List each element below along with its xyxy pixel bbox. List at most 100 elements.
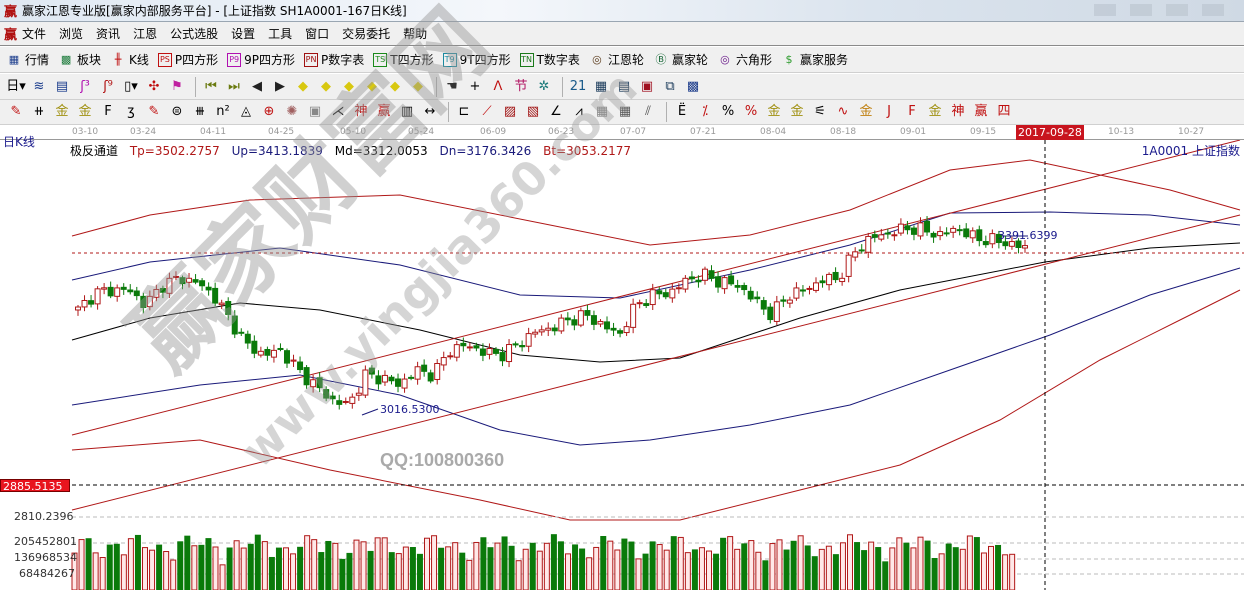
gold-line-icon[interactable]: 金 xyxy=(55,104,69,119)
maximize-button[interactable] xyxy=(1130,4,1152,16)
kline-chart[interactable] xyxy=(0,140,1244,590)
save-icon[interactable]: ▣ xyxy=(640,78,654,94)
line-tool-icon[interactable]: ᐱ xyxy=(493,78,503,94)
percent-line-icon[interactable]: ⁒ xyxy=(702,104,708,119)
toolbar-button-t9[interactable]: T9 9T四方形 xyxy=(442,51,511,68)
toolbar-button-ts[interactable]: TS T四方形 xyxy=(373,51,434,68)
toolbar-button-tn[interactable]: TN T数字表 xyxy=(519,51,580,68)
toolbar-button-kline[interactable]: ╫ K线 xyxy=(110,51,149,68)
shen-angle-icon[interactable]: 神 xyxy=(951,104,965,119)
fib-icon[interactable]: F xyxy=(104,104,112,119)
j-angle-icon[interactable]: J xyxy=(887,104,891,119)
toolbar-button-big-wheel[interactable]: Ⓑ 赢家轮 xyxy=(653,51,708,68)
diamond-zoom-icon[interactable]: ◆ xyxy=(390,78,400,94)
menu-item[interactable]: 工具 xyxy=(268,27,293,41)
step9-icon[interactable]: ʃ⁹ xyxy=(103,78,113,94)
menu-item[interactable]: 资讯 xyxy=(96,27,121,41)
zigzag-icon[interactable]: ⩘ xyxy=(575,104,583,119)
menu-item[interactable]: 文件 xyxy=(22,27,47,41)
menu-item[interactable]: 设置 xyxy=(231,27,256,41)
triangle-icon[interactable]: ◬ xyxy=(241,104,251,119)
angle-lines-icon[interactable]: ⋌ xyxy=(331,104,345,119)
toolbar-button-dollar[interactable]: $ 赢家服务 xyxy=(781,51,848,68)
shen-icon[interactable]: 神 xyxy=(354,104,368,119)
ruler-123-icon[interactable]: ▥ xyxy=(400,104,414,119)
calendar-icon[interactable]: 21 xyxy=(569,78,587,94)
grid2-icon[interactable]: ▦ xyxy=(618,104,632,119)
flag-icon[interactable]: ⚑ xyxy=(171,78,183,94)
network-icon[interactable]: ⧉ xyxy=(665,78,675,94)
angle-icon[interactable]: ∠ xyxy=(550,104,562,119)
left-arrow-icon[interactable]: ◀ xyxy=(252,78,262,94)
percent-lines-icon[interactable]: % xyxy=(744,104,758,119)
fan-box-icon[interactable]: ▨ xyxy=(503,104,517,119)
chart-style-icon[interactable]: ≋ xyxy=(33,78,45,94)
notebook-icon[interactable]: ▤ xyxy=(617,78,631,94)
calculator-icon[interactable]: ▦ xyxy=(594,78,608,94)
map-icon[interactable]: ✣ xyxy=(148,78,160,94)
fan-box2-icon[interactable]: ▧ xyxy=(526,104,540,119)
multi-lines-icon[interactable]: ⫽ xyxy=(645,104,651,119)
toolbar-button-p9[interactable]: P9 9P四方形 xyxy=(227,51,295,68)
fan-icon[interactable]: ⟋ xyxy=(482,104,492,119)
four-angle-icon[interactable]: 四 xyxy=(997,104,1011,119)
percent-icon[interactable]: % xyxy=(721,104,735,119)
period-day-icon[interactable]: 日▾ xyxy=(6,78,26,94)
crosshair-icon[interactable]: + xyxy=(469,78,481,94)
ying-icon[interactable]: 赢 xyxy=(377,104,391,119)
menu-item[interactable]: 交易委托 xyxy=(342,27,391,41)
diamond-shrink-icon[interactable]: ◆ xyxy=(367,78,377,94)
step3-icon[interactable]: ʃ³ xyxy=(80,78,90,94)
spiral-icon[interactable]: ʒ xyxy=(127,104,135,119)
toolbar-button-gann-wheel[interactable]: ◎ 江恩轮 xyxy=(589,51,644,68)
minimize-button[interactable] xyxy=(1094,4,1116,16)
gold-circle-icon[interactable]: 金 xyxy=(767,104,781,119)
toolbar-button-pn[interactable]: PN P数字表 xyxy=(304,51,364,68)
gold-line2-icon[interactable]: 金 xyxy=(78,104,92,119)
gold-lines-icon[interactable]: 金 xyxy=(790,104,804,119)
toolbar-button-ps[interactable]: PS P四方形 xyxy=(157,51,218,68)
ying-angle-icon[interactable]: 赢 xyxy=(974,104,988,119)
menu-item[interactable]: 浏览 xyxy=(59,27,84,41)
f-angle-icon[interactable]: F xyxy=(908,104,916,119)
circle-ruler-icon[interactable]: ⊜ xyxy=(171,104,183,119)
diamond-expand-icon[interactable]: ◆ xyxy=(344,78,354,94)
gold-angle-icon[interactable]: 金 xyxy=(928,104,942,119)
measure-icon[interactable]: ↔ xyxy=(424,104,436,119)
restore-button[interactable] xyxy=(1166,4,1188,16)
pen-ruler-icon[interactable]: ✎ xyxy=(148,104,160,119)
menu-item[interactable]: 公式选股 xyxy=(170,27,219,41)
menu-item[interactable]: 帮助 xyxy=(403,27,428,41)
hand-icon[interactable]: ☚ xyxy=(446,78,458,94)
n-square-icon[interactable]: n² xyxy=(216,104,230,119)
festival-icon[interactable]: 节 xyxy=(514,78,528,94)
speaker-icon[interactable]: ⚟ xyxy=(814,104,826,119)
menu-item[interactable]: 窗口 xyxy=(305,27,330,41)
target-icon[interactable]: ⊕ xyxy=(263,104,275,119)
diamond-updown-icon[interactable]: ◆ xyxy=(413,78,423,94)
gear-pattern-icon[interactable]: ✲ xyxy=(538,78,550,94)
menu-item[interactable]: 江恩 xyxy=(133,27,158,41)
ladder-icon[interactable]: Ë xyxy=(677,104,687,119)
menu-logo[interactable]: 赢 xyxy=(4,28,18,43)
first-icon[interactable]: ⏮ xyxy=(205,78,217,94)
document-icon[interactable]: ▤ xyxy=(55,78,69,94)
candle-type-icon[interactable]: ▯▾ xyxy=(124,78,138,94)
toolbar-button-sector-block[interactable]: ▩ 板块 xyxy=(58,51,101,68)
quad-lines-icon[interactable]: ⧻ xyxy=(194,104,206,119)
toolbar-button-hexagon[interactable]: ◎ 六角形 xyxy=(717,51,772,68)
grid-icon[interactable]: ▦ xyxy=(595,104,609,119)
parallel-lines-icon[interactable]: ⧺ xyxy=(33,104,45,119)
box-line-icon[interactable]: ⊏ xyxy=(458,104,470,119)
diamond-left-icon[interactable]: ◆ xyxy=(298,78,308,94)
last-icon[interactable]: ⏭ xyxy=(228,78,240,94)
toolbar-button-quote-table[interactable]: ▦ 行情 xyxy=(6,51,49,68)
radiate-icon[interactable]: ✺ xyxy=(286,104,298,119)
wave-icon[interactable]: ∿ xyxy=(837,104,849,119)
diamond-right-icon[interactable]: ◆ xyxy=(321,78,331,94)
gold-underline-icon[interactable]: 金 xyxy=(859,104,873,119)
computer-icon[interactable]: ▩ xyxy=(686,78,700,94)
square-box-icon[interactable]: ▣ xyxy=(308,104,322,119)
pen-icon[interactable]: ✎ xyxy=(10,104,22,119)
close-button[interactable] xyxy=(1202,4,1224,16)
